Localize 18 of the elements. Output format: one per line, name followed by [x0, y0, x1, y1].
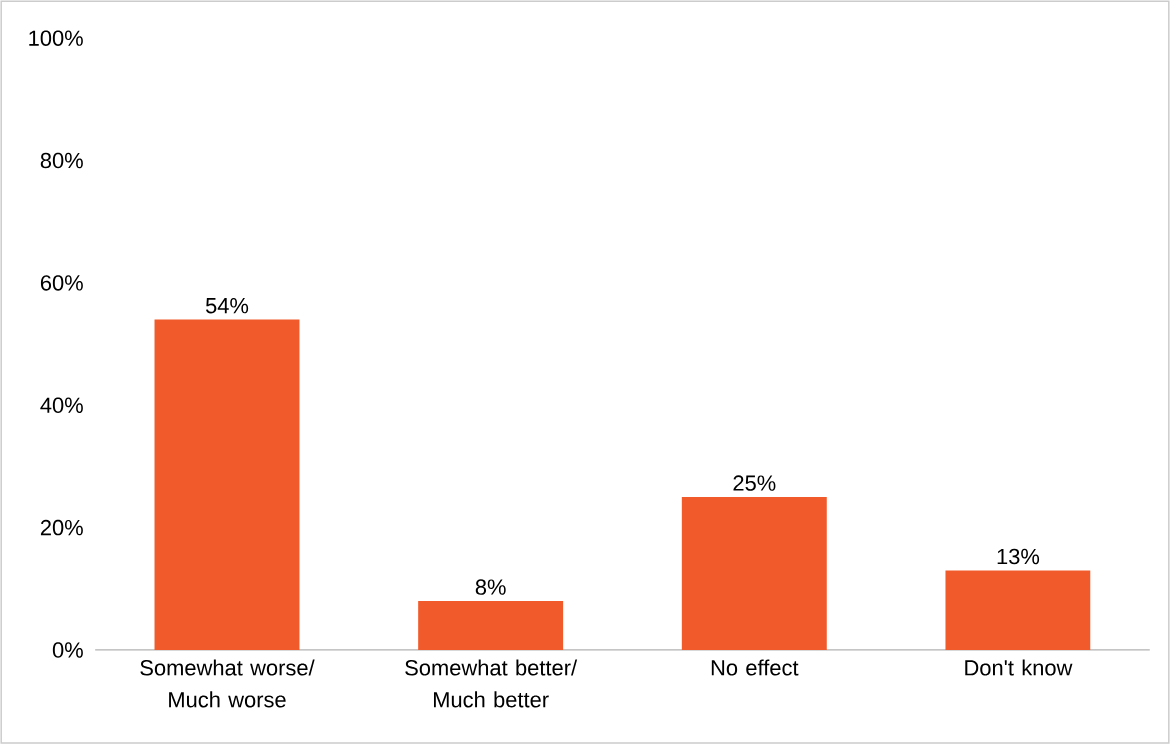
- data-label: 8%: [475, 579, 506, 595]
- y-tick-label: 0%: [52, 642, 83, 658]
- bar: [418, 600, 564, 650]
- bar: [681, 496, 827, 650]
- y-tick-label: 100%: [29, 30, 83, 46]
- data-label: 25%: [733, 475, 776, 491]
- data-label: 54%: [205, 297, 249, 314]
- x-tick-label: Somewhat worse/ Much worse: [140, 659, 315, 708]
- y-tick-label: 20%: [40, 519, 83, 536]
- bar: [945, 570, 1091, 650]
- x-tick-label: No effect: [711, 659, 799, 676]
- y-tick-label: 60%: [40, 275, 83, 291]
- x-tick-label: Somewhat better/ Much better: [405, 659, 578, 708]
- data-label: 13%: [997, 548, 1040, 565]
- y-tick-label: 80%: [40, 152, 83, 169]
- bar: [154, 319, 300, 650]
- x-tick-label: Don't know: [965, 659, 1073, 676]
- y-tick-label: 40%: [40, 397, 83, 413]
